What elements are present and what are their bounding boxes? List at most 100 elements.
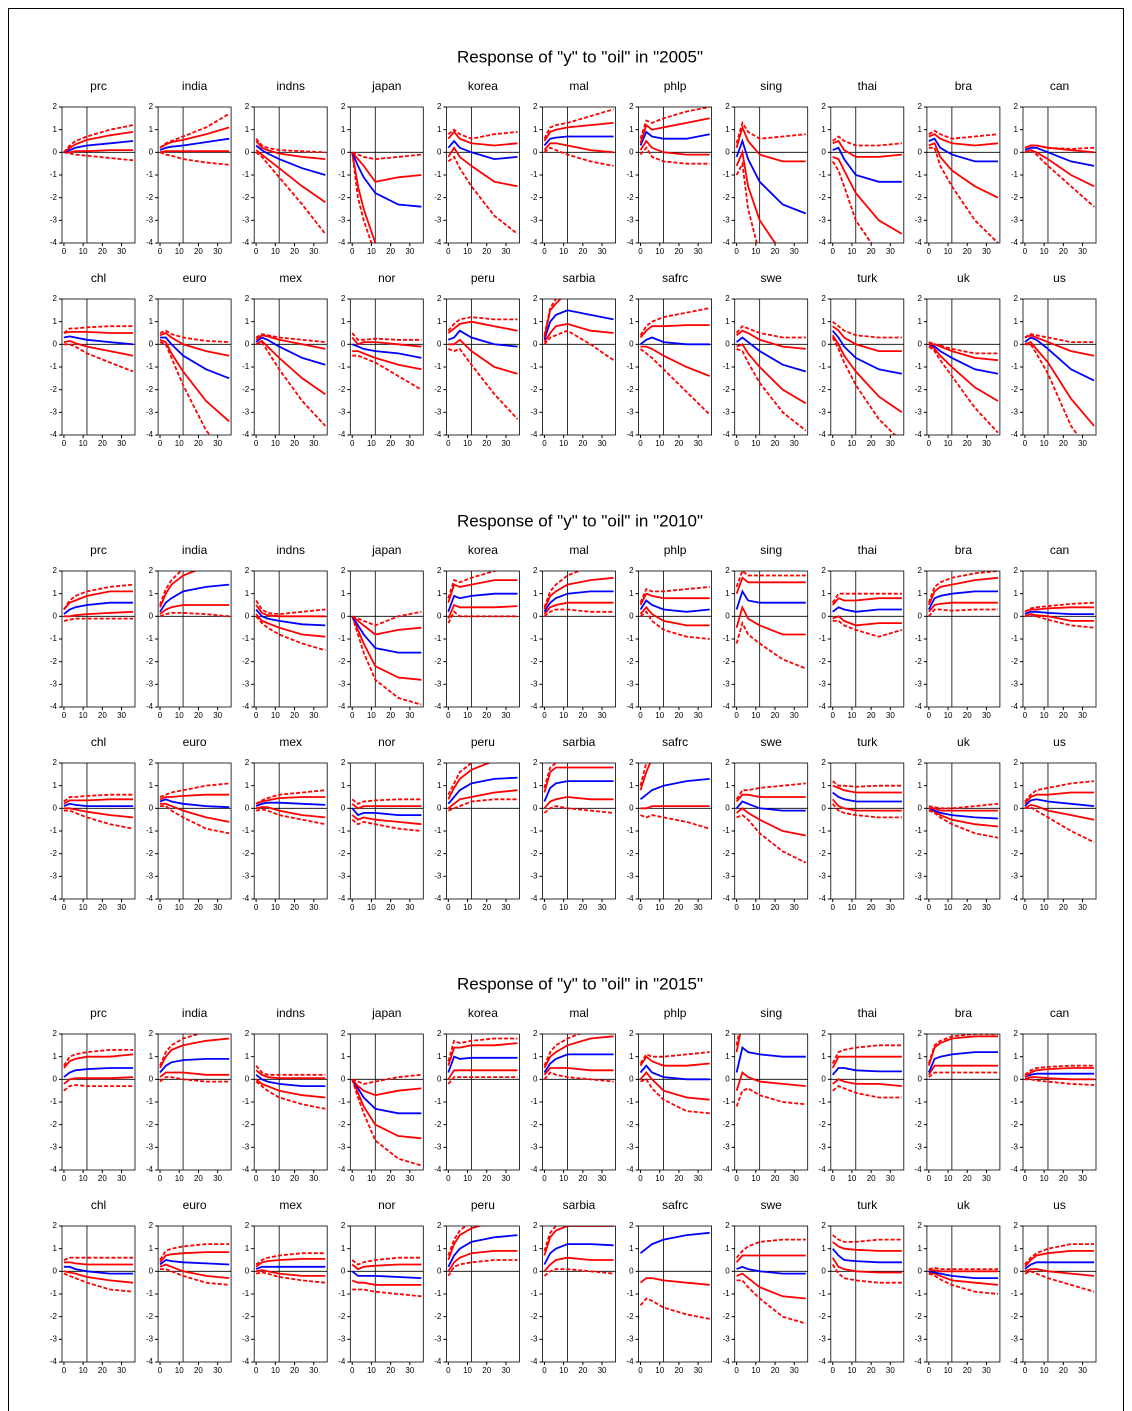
panel-title: swe	[761, 735, 783, 749]
y-tick-label: -3	[723, 871, 731, 880]
response-line	[832, 1248, 902, 1264]
response-line	[352, 354, 422, 391]
x-tick-label: 30	[213, 1366, 222, 1375]
chart-title: Response of "y" to "oil" in "2010"	[457, 511, 703, 530]
y-tick-label: 2	[149, 1221, 154, 1230]
y-tick-label: 2	[533, 758, 538, 767]
plot-frame	[542, 570, 616, 708]
y-tick-label: 0	[1014, 147, 1019, 156]
panel-title: india	[182, 1006, 208, 1020]
panel-title: euro	[183, 1198, 207, 1212]
y-tick-label: 0	[1014, 611, 1019, 620]
x-tick-label: 0	[734, 247, 739, 256]
y-tick-label: -3	[242, 871, 250, 880]
y-tick-label: 2	[725, 1221, 730, 1230]
y-tick-label: 2	[917, 1221, 922, 1230]
y-tick-label: 1	[917, 317, 922, 326]
y-tick-label: 0	[821, 803, 826, 812]
plot-frame	[542, 298, 616, 436]
y-tick-label: 1	[821, 1052, 826, 1061]
response-line	[543, 1268, 614, 1277]
y-tick-label: -1	[146, 1289, 154, 1298]
y-tick-label: 2	[629, 758, 634, 767]
x-tick-label: 0	[254, 1174, 259, 1183]
x-tick-label: 10	[271, 903, 280, 912]
y-tick-label: -4	[1011, 430, 1019, 439]
response-line	[255, 789, 326, 805]
y-tick-label: -1	[915, 170, 923, 179]
y-tick-label: -2	[1011, 1312, 1019, 1321]
x-tick-label: 20	[674, 1174, 683, 1183]
plot-area	[1023, 571, 1096, 707]
x-tick-label: 30	[1078, 711, 1087, 720]
plot-area	[830, 107, 904, 243]
x-tick-label: 0	[542, 439, 547, 448]
x-tick-label: 20	[194, 711, 203, 720]
plot-frame	[349, 570, 424, 708]
x-tick-label: 30	[886, 1174, 895, 1183]
x-tick-label: 10	[847, 439, 856, 448]
response-line	[447, 603, 518, 619]
x-tick-label: 0	[158, 1174, 163, 1183]
x-tick-label: 10	[79, 439, 88, 448]
y-tick-label: -1	[434, 1289, 442, 1298]
plot-area	[446, 107, 520, 243]
y-tick-label: 1	[1014, 1052, 1019, 1061]
y-tick-label: -4	[242, 238, 250, 247]
plot-frame	[734, 1225, 809, 1363]
plot-area	[542, 763, 616, 899]
response-line	[831, 1264, 902, 1284]
y-tick-label: -4	[530, 238, 538, 247]
response-line	[255, 801, 326, 807]
x-tick-label: 30	[309, 903, 318, 912]
y-tick-label: -4	[338, 702, 346, 711]
response-line	[832, 156, 903, 235]
x-tick-label: 0	[62, 247, 67, 256]
y-tick-label: -2	[530, 385, 538, 394]
y-tick-label: 1	[149, 589, 154, 598]
y-tick-label: 2	[437, 294, 442, 303]
y-tick-label: -3	[915, 407, 923, 416]
y-tick-label: -1	[1011, 1289, 1019, 1298]
x-tick-label: 0	[638, 439, 643, 448]
response-line	[351, 1263, 422, 1271]
response-line	[736, 329, 806, 350]
response-line	[1024, 613, 1095, 622]
y-tick-label: -4	[626, 1165, 634, 1174]
panel-title: sing	[760, 543, 782, 557]
x-tick-label: 0	[62, 1366, 67, 1375]
x-tick-label: 30	[117, 711, 126, 720]
plot-frame	[445, 1225, 520, 1363]
response-line	[447, 610, 518, 624]
response-line	[543, 1053, 614, 1073]
plot-frame	[542, 106, 616, 244]
response-line	[159, 1058, 230, 1074]
y-tick-label: 0	[341, 1074, 346, 1083]
x-tick-label: 0	[927, 903, 932, 912]
x-tick-label: 0	[62, 903, 67, 912]
y-tick-label: -1	[530, 826, 538, 835]
panel-title: peru	[471, 735, 495, 749]
response-line	[736, 343, 807, 405]
panel-title: turk	[857, 271, 878, 285]
response-line	[1024, 798, 1095, 807]
response-line	[447, 1226, 483, 1261]
y-tick-label: 1	[437, 1052, 442, 1061]
y-tick-label: -2	[819, 657, 827, 666]
y-tick-label: -2	[1011, 385, 1019, 394]
x-tick-label: 0	[62, 711, 67, 720]
response-line	[1024, 144, 1095, 150]
response-line	[351, 336, 422, 348]
x-tick-label: 20	[1059, 711, 1068, 720]
response-line	[351, 1079, 422, 1167]
x-tick-label: 30	[694, 1174, 703, 1183]
y-tick-label: 0	[245, 1074, 250, 1083]
y-tick-label: -4	[626, 430, 634, 439]
plot-area	[638, 299, 712, 435]
y-tick-label: 2	[437, 102, 442, 111]
